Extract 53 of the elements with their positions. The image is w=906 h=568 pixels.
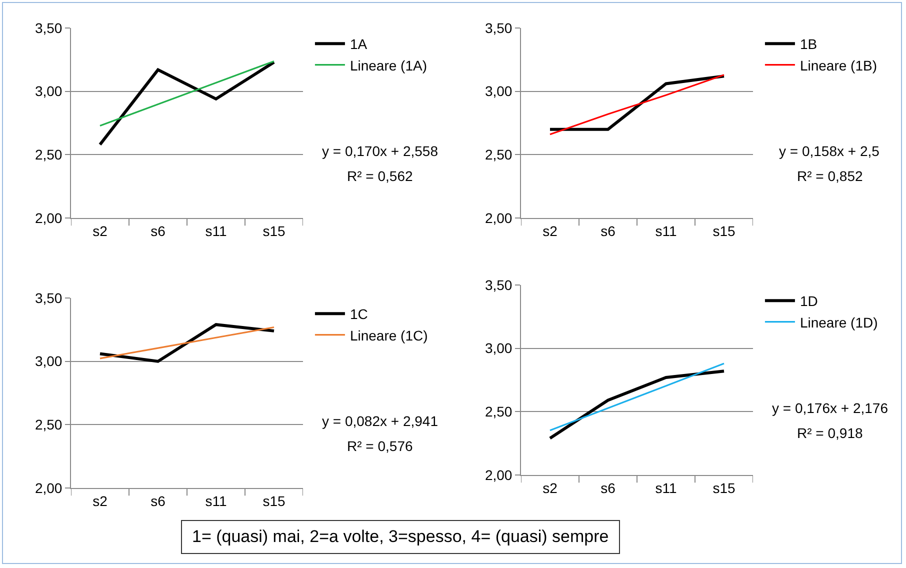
x-tick-label: s6 — [600, 222, 616, 239]
y-tick-label: 3,00 — [484, 83, 512, 100]
x-tick-label: s11 — [655, 480, 677, 496]
x-tick-label: s15 — [262, 492, 286, 509]
text: y = 0,170x + 2,558 — [322, 143, 438, 159]
text: 1= (quasi) mai, 2=a volte, 3=spesso, 4= (quasi) sempre — [181, 520, 620, 554]
y-tick-label: 3,50 — [34, 20, 62, 36]
legend-label: 1C — [350, 306, 368, 322]
y-tick-label: 3,00 — [34, 83, 62, 100]
x-tick-label: s15 — [712, 480, 736, 496]
legend-label: Lineare (1D) — [800, 314, 878, 330]
text: R² = 0,852 — [797, 168, 863, 184]
text: y = 0,082x + 2,941 — [322, 413, 438, 429]
text: y = 0,158x + 2,5 — [779, 143, 880, 159]
x-tick-label: s6 — [150, 222, 166, 239]
y-tick-label: 2,50 — [484, 146, 512, 163]
x-tick-label: s2 — [92, 492, 108, 509]
x-tick-label: s6 — [150, 492, 166, 509]
legend-label: Lineare (1C) — [350, 327, 428, 344]
x-tick-label: s11 — [205, 492, 227, 509]
y-tick-label: 2,00 — [34, 480, 62, 496]
y-tick-label: 2,00 — [484, 210, 512, 226]
y-tick-label: 3,50 — [484, 20, 512, 36]
line-series — [98, 60, 276, 146]
y-tick-label: 2,00 — [34, 210, 62, 226]
line-series — [99, 60, 275, 127]
line-series — [548, 370, 726, 440]
text: R² = 0,576 — [347, 438, 413, 454]
text: R² = 0,918 — [797, 425, 863, 441]
y-tick-label: 3,00 — [34, 353, 62, 370]
legend-label: Lineare (1A) — [350, 57, 428, 74]
legend-label: 1B — [800, 36, 818, 52]
y-tick-label: 3,50 — [484, 276, 512, 293]
x-tick-label: s15 — [712, 222, 736, 239]
x-tick-label: s2 — [542, 222, 558, 239]
text: y = 0,176x + 2,176 — [772, 400, 888, 416]
x-tick-label: s6 — [600, 480, 616, 496]
x-tick-label: s11 — [205, 222, 227, 239]
y-tick-label: 3,00 — [484, 340, 512, 356]
x-tick-label: s11 — [655, 222, 677, 239]
legend-label: 1D — [800, 293, 818, 310]
x-tick-label: s2 — [542, 480, 558, 496]
y-tick-label: 2,50 — [484, 404, 512, 420]
x-tick-label: s2 — [92, 222, 108, 239]
x-tick-label: s15 — [262, 222, 286, 239]
line-series — [549, 362, 725, 432]
y-tick-label: 2,50 — [34, 416, 62, 433]
y-tick-label: 2,50 — [34, 146, 62, 163]
y-tick-label: 2,00 — [484, 466, 512, 483]
legend-label: 1A — [350, 36, 368, 52]
text: R² = 0,562 — [347, 168, 413, 184]
y-tick-label: 3,50 — [34, 290, 62, 306]
legend-label: Lineare (1B) — [800, 57, 878, 74]
